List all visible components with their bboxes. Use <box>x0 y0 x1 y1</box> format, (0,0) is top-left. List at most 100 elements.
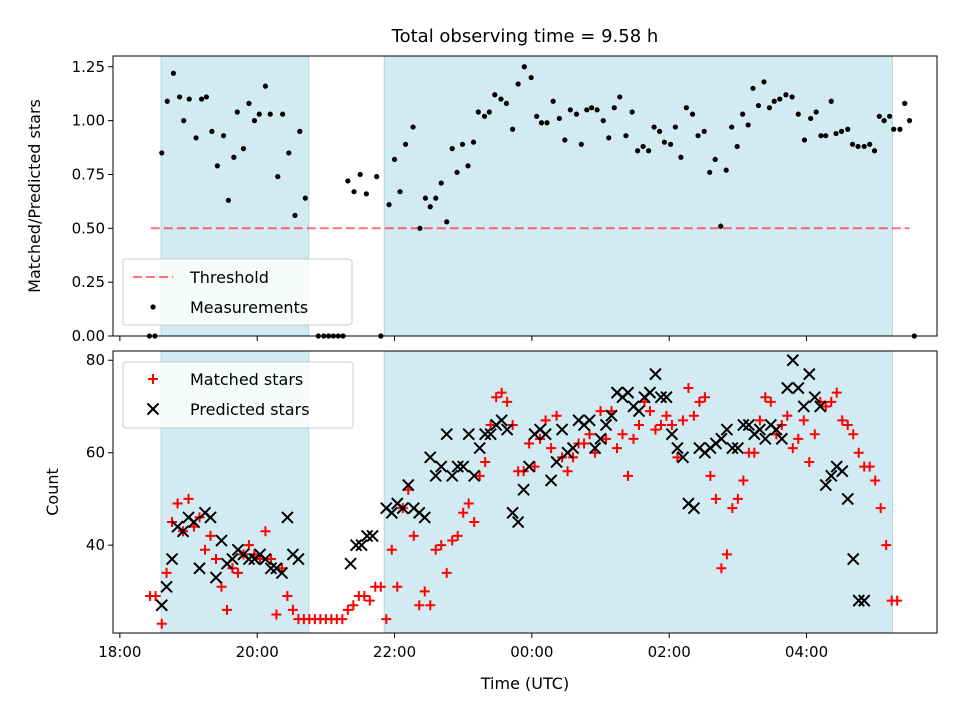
measurement-point <box>789 94 795 100</box>
measurement-point <box>521 64 527 70</box>
measurement-point <box>486 109 492 115</box>
matched-star-point <box>579 438 590 449</box>
matched-star-point <box>595 406 606 417</box>
predicted-star-point <box>355 538 368 552</box>
measurement-point <box>417 225 423 231</box>
matched-star-point <box>392 581 403 592</box>
predicted-star-point <box>687 501 701 515</box>
predicted-star-point <box>753 423 767 436</box>
matched-star-point <box>211 554 221 565</box>
predicted-star-point <box>165 552 179 566</box>
measurement-point <box>498 96 504 102</box>
predicted-star-point <box>478 428 492 441</box>
matched-star-point <box>721 549 732 560</box>
top-legend: Threshold Measurements <box>122 258 353 326</box>
predicted-star-point <box>781 381 794 395</box>
measurement-point <box>280 111 286 117</box>
matched-star-point <box>529 461 540 472</box>
matched-star-point <box>672 452 683 463</box>
predicted-star-point <box>456 460 470 473</box>
matched-star-point <box>485 419 496 430</box>
measurement-point <box>667 141 674 147</box>
matched-star-point <box>644 406 655 417</box>
predicted-star-point <box>193 562 206 575</box>
measurement-point <box>573 111 580 117</box>
measurement-point <box>345 178 351 184</box>
predicted-star-point <box>446 469 459 483</box>
measurement-point <box>275 174 281 180</box>
measurement-point <box>887 113 893 119</box>
predicted-star-point <box>473 441 486 455</box>
matched-star-point <box>452 530 463 541</box>
predicted-star-point <box>187 515 201 529</box>
predicted-star-point <box>858 594 871 607</box>
matched-star-point <box>205 530 216 541</box>
measurement-point <box>181 118 187 124</box>
matched-star-point <box>655 419 666 430</box>
predicted-star-point <box>385 506 398 520</box>
measurement-point <box>177 94 183 100</box>
predicted-star-point <box>588 441 602 455</box>
measurement-point <box>481 113 488 119</box>
measurement-point <box>262 83 269 89</box>
predicted-star-point <box>259 552 272 566</box>
matched-star-point <box>551 410 562 421</box>
predicted-star-point <box>539 428 552 441</box>
predicted-star-point <box>671 441 684 455</box>
predicted-star-point <box>204 511 217 524</box>
shaded-interval <box>383 350 893 634</box>
predicted-star-point <box>522 460 536 473</box>
matched-star-point <box>474 470 485 481</box>
measurement-point <box>606 135 612 141</box>
predicted-star-point <box>402 478 415 492</box>
matched-star-point <box>798 415 809 426</box>
measurement-point <box>410 124 416 130</box>
x-tick-label: 18:00 <box>98 643 141 661</box>
measurement-point <box>459 141 466 147</box>
bottom-axes-frame <box>112 350 938 634</box>
matched-star-point <box>699 392 710 403</box>
measurement-point <box>267 111 273 117</box>
predicted-star-point <box>814 400 827 413</box>
matched-star-point <box>601 433 612 444</box>
predicted-star-point <box>841 492 854 506</box>
predicted-star-point <box>852 594 865 607</box>
matched-star-point <box>661 410 672 421</box>
predicted-star-point <box>770 423 783 436</box>
matched-star-point <box>381 614 392 625</box>
matched-star-point <box>183 493 194 504</box>
matched-star-point <box>386 544 397 555</box>
legend-box <box>122 361 354 429</box>
matched-star-point <box>524 438 535 449</box>
matched-star-point <box>617 429 628 440</box>
measurement-point <box>712 156 718 162</box>
predicted-star-point <box>660 391 673 404</box>
matched-star-point <box>480 456 491 467</box>
matched-star-point <box>408 530 419 541</box>
matched-star-point <box>496 387 507 398</box>
predicted-star-point <box>215 534 228 547</box>
measurement-point <box>302 195 308 201</box>
measurement-point <box>629 109 635 115</box>
matched-star-point <box>666 419 677 430</box>
predicted-star-point <box>544 474 558 487</box>
measurement-point <box>656 128 663 134</box>
predicted-star-point <box>715 432 728 446</box>
matched-star-point <box>727 503 738 514</box>
legend-predicted-label: Predicted stars <box>190 400 310 419</box>
measurement-point <box>402 141 409 147</box>
measurement-point <box>246 100 252 106</box>
measurement-point <box>444 219 450 225</box>
matched-star-point <box>348 600 359 611</box>
measurement-point <box>391 156 398 162</box>
measurement-point <box>193 135 199 141</box>
measurement-point <box>651 124 657 130</box>
matched-star-point <box>760 392 771 403</box>
legend-predicted-swatch <box>146 402 160 416</box>
matched-star-point <box>749 447 760 458</box>
measurement-point <box>729 124 735 130</box>
measurement-point <box>510 126 516 132</box>
measurement-point <box>534 113 540 119</box>
measurement-point <box>578 141 584 147</box>
